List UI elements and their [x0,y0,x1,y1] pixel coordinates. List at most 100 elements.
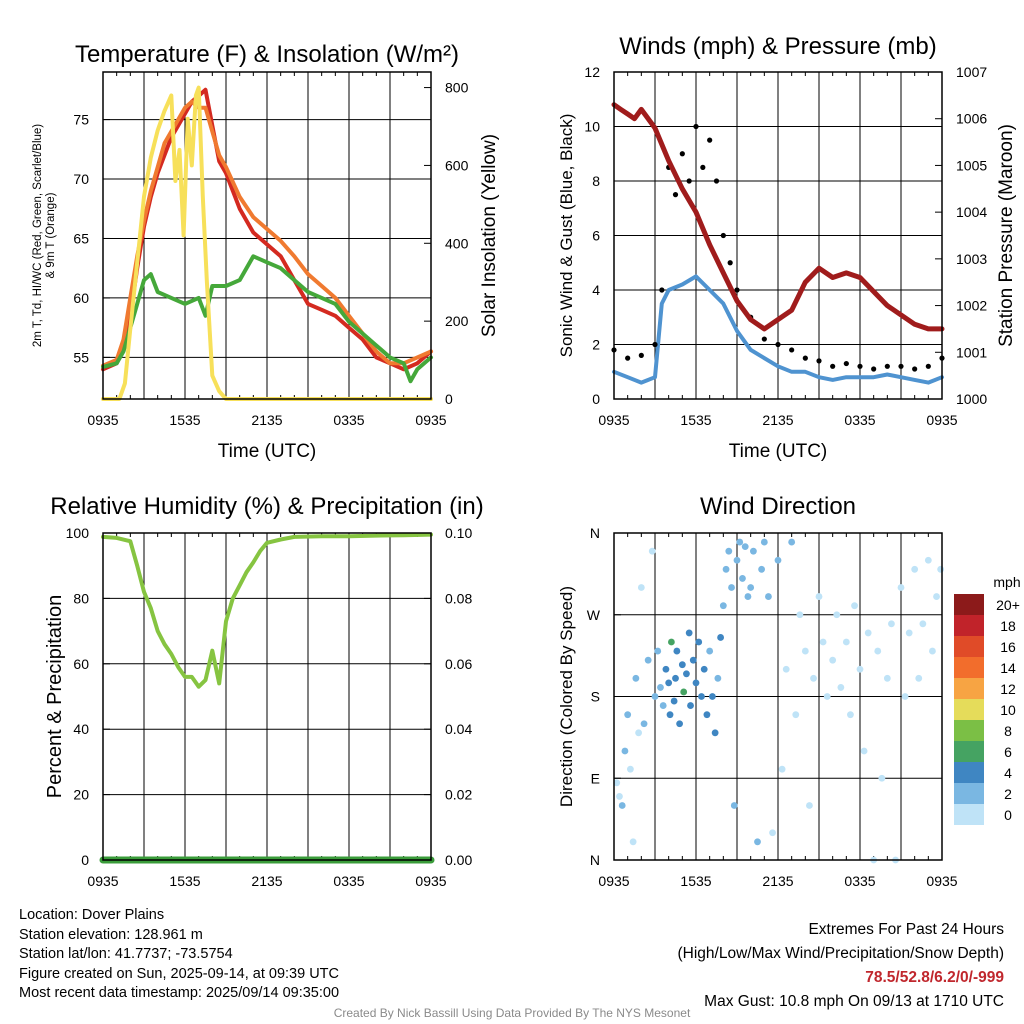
gust-point [843,360,849,367]
y2-tick-label: 0.04 [445,721,472,737]
gust-point [816,358,822,364]
y-tick-label: 65 [73,230,89,246]
latlon-text: Station lat/lon: 41.7737; -73.5754 [19,946,233,962]
legend-label: 4 [1004,765,1012,781]
y-tick-label: 40 [73,721,89,737]
y-tick-label: 4 [592,282,600,298]
direction-point [760,538,768,546]
y2-tick-label: 1006 [956,111,987,127]
legend-label: 8 [1004,723,1012,739]
y-tick-label: 6 [592,228,600,244]
x-tick-label: 1535 [680,412,711,428]
legend-swatch [954,594,984,615]
x-tick-label: 0335 [333,412,364,428]
legend-label: 10 [1000,702,1016,718]
x-tick-label: 0335 [844,873,875,889]
y-tick-label: N [590,525,600,541]
direction-point [905,629,913,637]
gust-point [912,366,918,372]
gust-point [672,192,679,198]
recent-data-text: Most recent data timestamp: 2025/09/14 0… [19,985,340,1001]
direction-point [637,584,645,591]
direction-point [747,584,755,591]
direction-point [657,684,664,691]
y2-tick-label: 1004 [956,204,987,220]
extremes-title: Extremes For Past 24 Hours [808,921,1004,938]
legend-swatch [954,762,984,783]
x-tick-label: 0935 [87,873,118,889]
direction-point [736,538,744,546]
direction-point [758,565,765,573]
direction-point [754,838,761,846]
direction-point [632,674,640,682]
direction-point [651,693,659,700]
gust-point [625,355,631,361]
gust-point [884,363,890,369]
direction-point [725,547,733,555]
direction-point [618,802,626,809]
y2-tick-label: 0.00 [445,852,472,868]
y2-tick-label: 0.02 [445,787,472,803]
x-tick-label: 0935 [415,873,446,889]
direction-point [730,802,738,809]
direction-point [644,656,652,664]
direction-point [878,774,886,782]
direction-point [929,647,936,655]
series-station-pressure [611,102,945,332]
direction-point [924,556,932,564]
direction-point [774,556,782,564]
chart-title: Winds (mph) & Pressure (mb) [619,33,936,60]
direction-point [673,647,681,655]
chart-panel-3: Wind Direction 0935 1535 2135 0335 0935 N E S W N D… [557,493,1021,889]
legend-swatch [954,720,984,741]
y-tick-label: 80 [73,590,89,606]
gust-point [686,178,692,184]
direction-point [750,547,757,555]
y2-tick-label: 1007 [956,64,987,80]
chart-panel-2: Relative Humidity (%) & Precipitation (i… [44,493,484,889]
direction-point [883,674,891,682]
direction-point [683,670,690,678]
x-tick-label: 2135 [251,873,282,889]
legend-title: mph [993,574,1020,590]
legend-swatch [954,678,984,699]
direction-point [654,647,662,655]
direction-point [635,729,642,737]
y-tick-label: 75 [73,112,89,128]
x-tick-label: 0935 [926,873,957,889]
legend-swatch [954,783,984,804]
plot-frame [613,71,943,400]
station-info: Location: Dover Plains Station elevation… [19,906,339,1004]
direction-point [741,543,749,551]
plot-area [101,85,433,401]
direction-point [680,688,688,696]
legend-label: 14 [1000,660,1016,676]
direction-point [627,765,634,773]
gust-point [871,366,877,372]
direction-point [624,711,632,719]
legend-swatch [954,657,984,678]
direction-point [744,593,752,600]
gust-point [830,363,836,369]
y-tick-label: 10 [584,119,600,135]
direction-point [706,647,714,655]
y2-tick-label: 1005 [956,157,987,173]
y-tick-label: N [590,852,600,868]
direction-point [733,556,741,564]
direction-point [728,584,735,591]
y2-tick-label: 0.10 [445,525,472,541]
y-tick-label: E [591,770,600,786]
direction-point [668,638,675,646]
y2-tick-label: 200 [445,313,469,329]
y-tick-label: 12 [584,64,600,80]
y-axis-label: Percent & Precipitation [44,595,66,798]
plot-frame [102,71,432,400]
legend-label: 12 [1000,681,1016,697]
gust-point [693,123,699,130]
gust-point [652,341,658,348]
x-tick-label: 2135 [762,873,793,889]
legend-swatch [954,615,984,636]
direction-point [666,711,674,719]
y-axis-label: 2m T, Td, HI/WC (Red, Green, Scarlet/Blu… [32,124,44,347]
